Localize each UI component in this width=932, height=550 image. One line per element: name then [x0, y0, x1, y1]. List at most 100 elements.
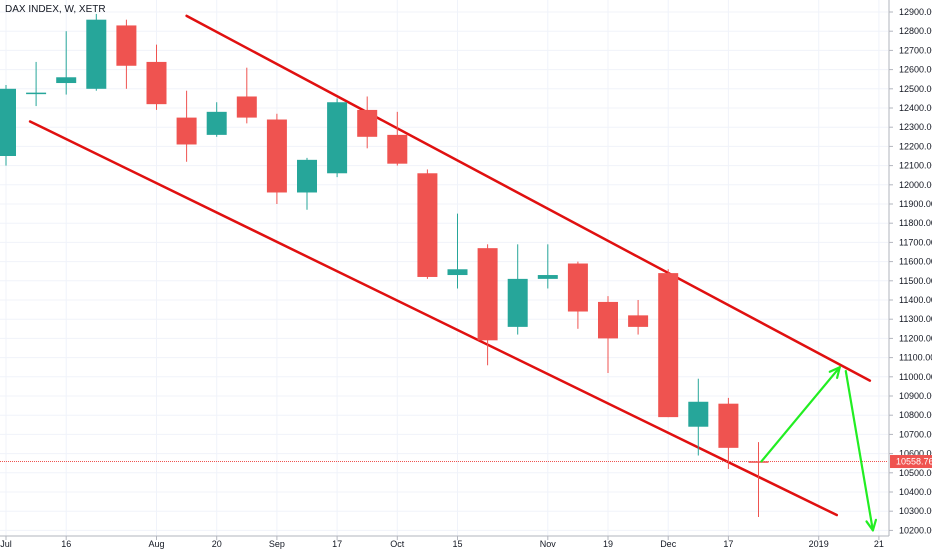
candle — [477, 244, 498, 366]
candle-body — [176, 117, 197, 145]
price-tick-label: 12500.00 — [899, 84, 932, 94]
candle-body — [86, 19, 107, 89]
last-price-badge-box — [890, 455, 932, 469]
price-tick-label: 12800.00 — [899, 26, 932, 36]
candle-body — [26, 92, 47, 95]
projection-arrow-up — [760, 366, 841, 463]
candle — [537, 244, 558, 289]
candle — [26, 61, 47, 107]
price-tick-label: 12900.00 — [899, 7, 932, 17]
time-tick-label: Nov — [540, 539, 557, 549]
candle — [327, 98, 348, 178]
candle — [116, 19, 137, 89]
price-tick-label: 11500.00 — [899, 276, 932, 286]
candle-body — [297, 159, 317, 193]
price-tick-label: 10900.00 — [899, 391, 932, 401]
candle — [567, 261, 588, 329]
time-tick-label: Sep — [269, 539, 285, 549]
time-tick-label: 15 — [452, 539, 462, 549]
channel-upper-line — [185, 14, 872, 382]
candle-body — [146, 61, 167, 105]
price-tick-label: 11000.00 — [899, 372, 932, 382]
candle — [658, 269, 679, 418]
last-price-value: 10558.76 — [896, 457, 932, 467]
candle-body — [688, 401, 709, 427]
candle — [598, 296, 618, 373]
arrow-down-head-icon — [865, 518, 878, 532]
price-tick-label: 10300.00 — [899, 506, 932, 516]
time-tick-label: 20 — [212, 539, 222, 549]
candle-body — [477, 248, 498, 341]
candle-body — [327, 102, 348, 174]
arrow-up-head-icon — [828, 366, 841, 379]
price-tick-label: 11600.00 — [899, 257, 932, 267]
time-tick-label: 21 — [874, 539, 884, 549]
price-axis[interactable]: 10200.00 10300.00 10400.00 10500.00 10600.00… — [889, 0, 932, 535]
price-tick-label: 10500.00 — [899, 468, 932, 478]
price-tick-label: 11700.00 — [899, 237, 932, 247]
candle — [266, 113, 287, 204]
price-tick-label: 12700.00 — [899, 45, 932, 55]
trend-channel — [28, 14, 872, 517]
candle — [176, 90, 197, 162]
time-tick-label: 2019 — [809, 539, 829, 549]
price-tick-label: 10800.00 — [899, 410, 932, 420]
candle-body — [507, 278, 528, 327]
candle-body — [658, 273, 679, 418]
candle-body — [537, 275, 558, 279]
candle — [56, 31, 77, 95]
price-tick-label: 12300.00 — [899, 122, 932, 132]
time-tick-label: Jul — [0, 539, 12, 549]
candle — [0, 84, 16, 166]
time-axis[interactable]: Jul 16 Aug 20 Sep 17 Oct 15 Nov 19 Dec 17 2019 21 — [0, 536, 884, 549]
time-tick-label: Aug — [148, 539, 164, 549]
price-tick-label: 11800.00 — [899, 218, 932, 228]
price-tick-label: 11100.00 — [899, 353, 932, 363]
price-tick-label: 10700.00 — [899, 429, 932, 439]
price-tick-label: 11400.00 — [899, 295, 932, 305]
price-tick-label: 11300.00 — [899, 314, 932, 324]
candle — [447, 213, 468, 289]
candle-body — [0, 88, 16, 156]
candle — [507, 244, 528, 335]
candles — [0, 13, 769, 517]
candle-body — [236, 96, 257, 118]
last-price-badge: 10558.76 — [890, 455, 932, 469]
candle-body — [718, 403, 739, 448]
candle-body — [116, 25, 137, 66]
chart-title: DAX INDEX, W, XETR — [5, 4, 106, 15]
candle-body — [628, 315, 649, 327]
candle — [748, 442, 769, 517]
candle — [357, 96, 378, 149]
candle — [236, 67, 257, 124]
candle — [86, 13, 107, 91]
candle-body — [748, 461, 769, 463]
time-tick-label: 17 — [723, 539, 733, 549]
channel-lower-line — [28, 120, 839, 517]
candle — [628, 300, 649, 335]
candle-body — [447, 269, 468, 276]
time-tick-label: Oct — [390, 539, 405, 549]
price-tick-label: 10600.00 — [899, 449, 932, 459]
candle-body — [266, 119, 287, 193]
candle — [688, 378, 709, 456]
price-tick-label: 12000.00 — [899, 180, 932, 190]
time-tick-label: 16 — [61, 539, 71, 549]
time-tick-label: 17 — [332, 539, 342, 549]
candle-body — [387, 134, 408, 164]
candle-body — [417, 173, 438, 277]
projection-arrow-down — [844, 369, 874, 532]
price-tick-label: 12600.00 — [899, 65, 932, 75]
candle-body — [567, 263, 588, 312]
time-tick-label: 19 — [603, 539, 613, 549]
candle — [387, 111, 408, 166]
price-tick-label: 12100.00 — [899, 161, 932, 171]
candle — [297, 157, 317, 210]
price-tick-label: 12400.00 — [899, 103, 932, 113]
candle — [417, 169, 438, 279]
price-tick-label: 11900.00 — [899, 199, 932, 209]
grid-lines — [0, 0, 888, 536]
candle-body — [598, 301, 618, 339]
candle-body — [357, 109, 378, 137]
